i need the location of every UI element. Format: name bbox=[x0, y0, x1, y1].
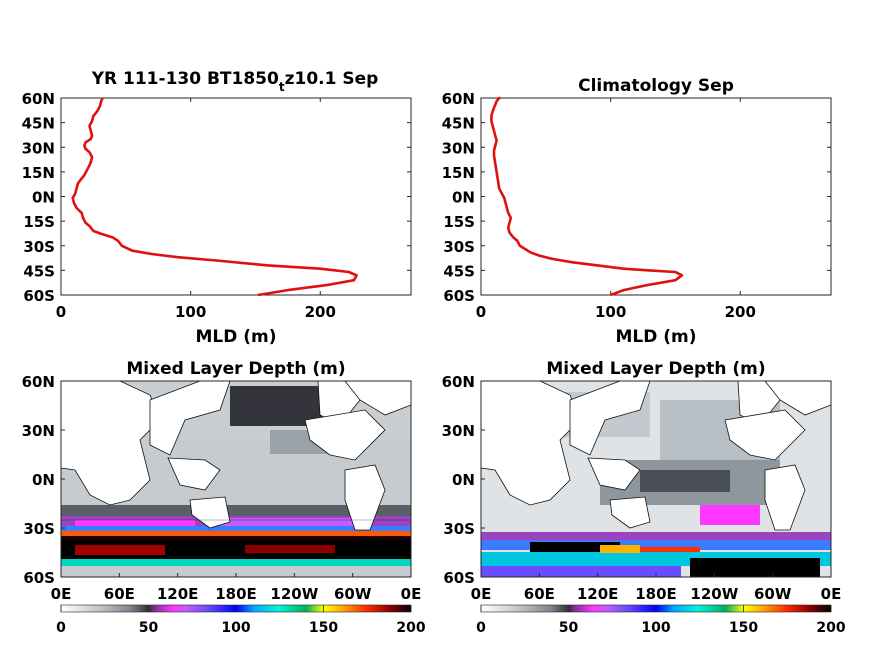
y-tick-label: 15S bbox=[443, 213, 475, 231]
colorbar-ticks: 0 50 100 150 200 bbox=[56, 605, 426, 636]
x-tick-label: 200 bbox=[305, 303, 336, 321]
colorbar-tick-label: 50 bbox=[559, 620, 579, 636]
mld-profile-line bbox=[490, 96, 684, 297]
y-tick-label: 15S bbox=[23, 213, 55, 231]
x-tick-label: 180E bbox=[635, 585, 677, 603]
x-tick-label: 0E bbox=[821, 585, 842, 603]
panel-map-climatology: Mixed Layer Depth (m) bbox=[442, 359, 846, 636]
colorbar-ticks: 0 50 100 150 200 bbox=[476, 605, 846, 636]
y-tick-label: 60S bbox=[443, 287, 475, 305]
colorbar-tick-label: 100 bbox=[221, 620, 250, 636]
y-tick-label: 60N bbox=[22, 373, 55, 391]
plot-area bbox=[480, 97, 832, 296]
y-tick-label: 30N bbox=[22, 139, 55, 157]
y-tick-label: 15N bbox=[442, 164, 475, 182]
chart-title: Mixed Layer Depth (m) bbox=[546, 359, 765, 379]
x-tick-label: 0 bbox=[476, 303, 486, 321]
colorbar-tick-label: 200 bbox=[396, 620, 425, 636]
x-tick-label: 0E bbox=[471, 585, 492, 603]
colorbar-tick-label: 50 bbox=[139, 620, 159, 636]
y-tick-label: 0N bbox=[32, 471, 55, 489]
mld-profile-line bbox=[71, 97, 358, 297]
y-tick-label: 0N bbox=[32, 189, 55, 207]
chart-title: Mixed Layer Depth (m) bbox=[126, 359, 345, 379]
x-tick-label: 180E bbox=[215, 585, 257, 603]
y-tick-label: 30N bbox=[442, 422, 475, 440]
y-tick-label: 45N bbox=[22, 115, 55, 133]
y-tick-label: 0N bbox=[452, 189, 475, 207]
y-tick-label: 60S bbox=[443, 569, 475, 587]
colorbar-tick-label: 200 bbox=[816, 620, 845, 636]
x-tick-label: 200 bbox=[725, 303, 756, 321]
colorbar-tick-label: 0 bbox=[476, 620, 486, 636]
panel-profile-model: YR 111-130 BT1850tz10.1 Sep 60N 45N 30N 15N… bbox=[22, 69, 412, 347]
colorbar-tick-label: 150 bbox=[309, 620, 338, 636]
panel-profile-climatology: Climatology Sep 60N45N30N15N0N15S30S45S6… bbox=[442, 76, 832, 347]
y-tick-label: 60N bbox=[22, 90, 55, 108]
y-tick-label: 15N bbox=[22, 164, 55, 182]
plot-area bbox=[60, 97, 412, 296]
x-tick-label: 0E bbox=[401, 585, 422, 603]
y-tick-label: 30S bbox=[443, 520, 475, 538]
x-tick-label: 0E bbox=[51, 585, 72, 603]
colorbar-tick-label: 100 bbox=[641, 620, 670, 636]
x-tick-label: 0 bbox=[56, 303, 66, 321]
x-tick-label: 120E bbox=[157, 585, 199, 603]
panel-map-model: Mixed Layer Depth (m) bbox=[22, 359, 426, 636]
x-tick-label: 60W bbox=[754, 585, 792, 603]
y-tick-label: 30S bbox=[443, 238, 475, 256]
colorbar-tick-label: 150 bbox=[729, 620, 758, 636]
y-tick-label: 30N bbox=[22, 422, 55, 440]
y-tick-label: 45N bbox=[442, 115, 475, 133]
y-tick-label: 60S bbox=[23, 287, 55, 305]
y-tick-label: 0N bbox=[452, 471, 475, 489]
y-tick-label: 60N bbox=[442, 373, 475, 391]
continents bbox=[60, 380, 412, 531]
colorbar-tick-label: 0 bbox=[56, 620, 66, 636]
x-tick-label: 60E bbox=[104, 585, 135, 603]
y-tick-label: 30S bbox=[23, 520, 55, 538]
y-tick-label: 30S bbox=[23, 238, 55, 256]
x-axis-label: MLD (m) bbox=[615, 327, 696, 347]
continents bbox=[480, 380, 832, 531]
x-tick-label: 60W bbox=[334, 585, 372, 603]
x-tick-label: 100 bbox=[175, 303, 206, 321]
y-tick-label: 60S bbox=[23, 569, 55, 587]
x-axis-label: MLD (m) bbox=[195, 327, 276, 347]
x-tick-label: 120W bbox=[270, 585, 318, 603]
chart-title: Climatology Sep bbox=[578, 76, 734, 96]
y-tick-label: 45S bbox=[443, 262, 475, 280]
x-tick-label: 60E bbox=[524, 585, 555, 603]
x-tick-label: 100 bbox=[595, 303, 626, 321]
y-tick-label: 60N bbox=[442, 90, 475, 108]
y-tick-label: 45S bbox=[23, 262, 55, 280]
x-tick-label: 120E bbox=[577, 585, 619, 603]
y-tick-label: 30N bbox=[442, 139, 475, 157]
x-tick-label: 120W bbox=[690, 585, 738, 603]
chart-title: YR 111-130 BT1850tz10.1 Sep bbox=[91, 69, 379, 94]
